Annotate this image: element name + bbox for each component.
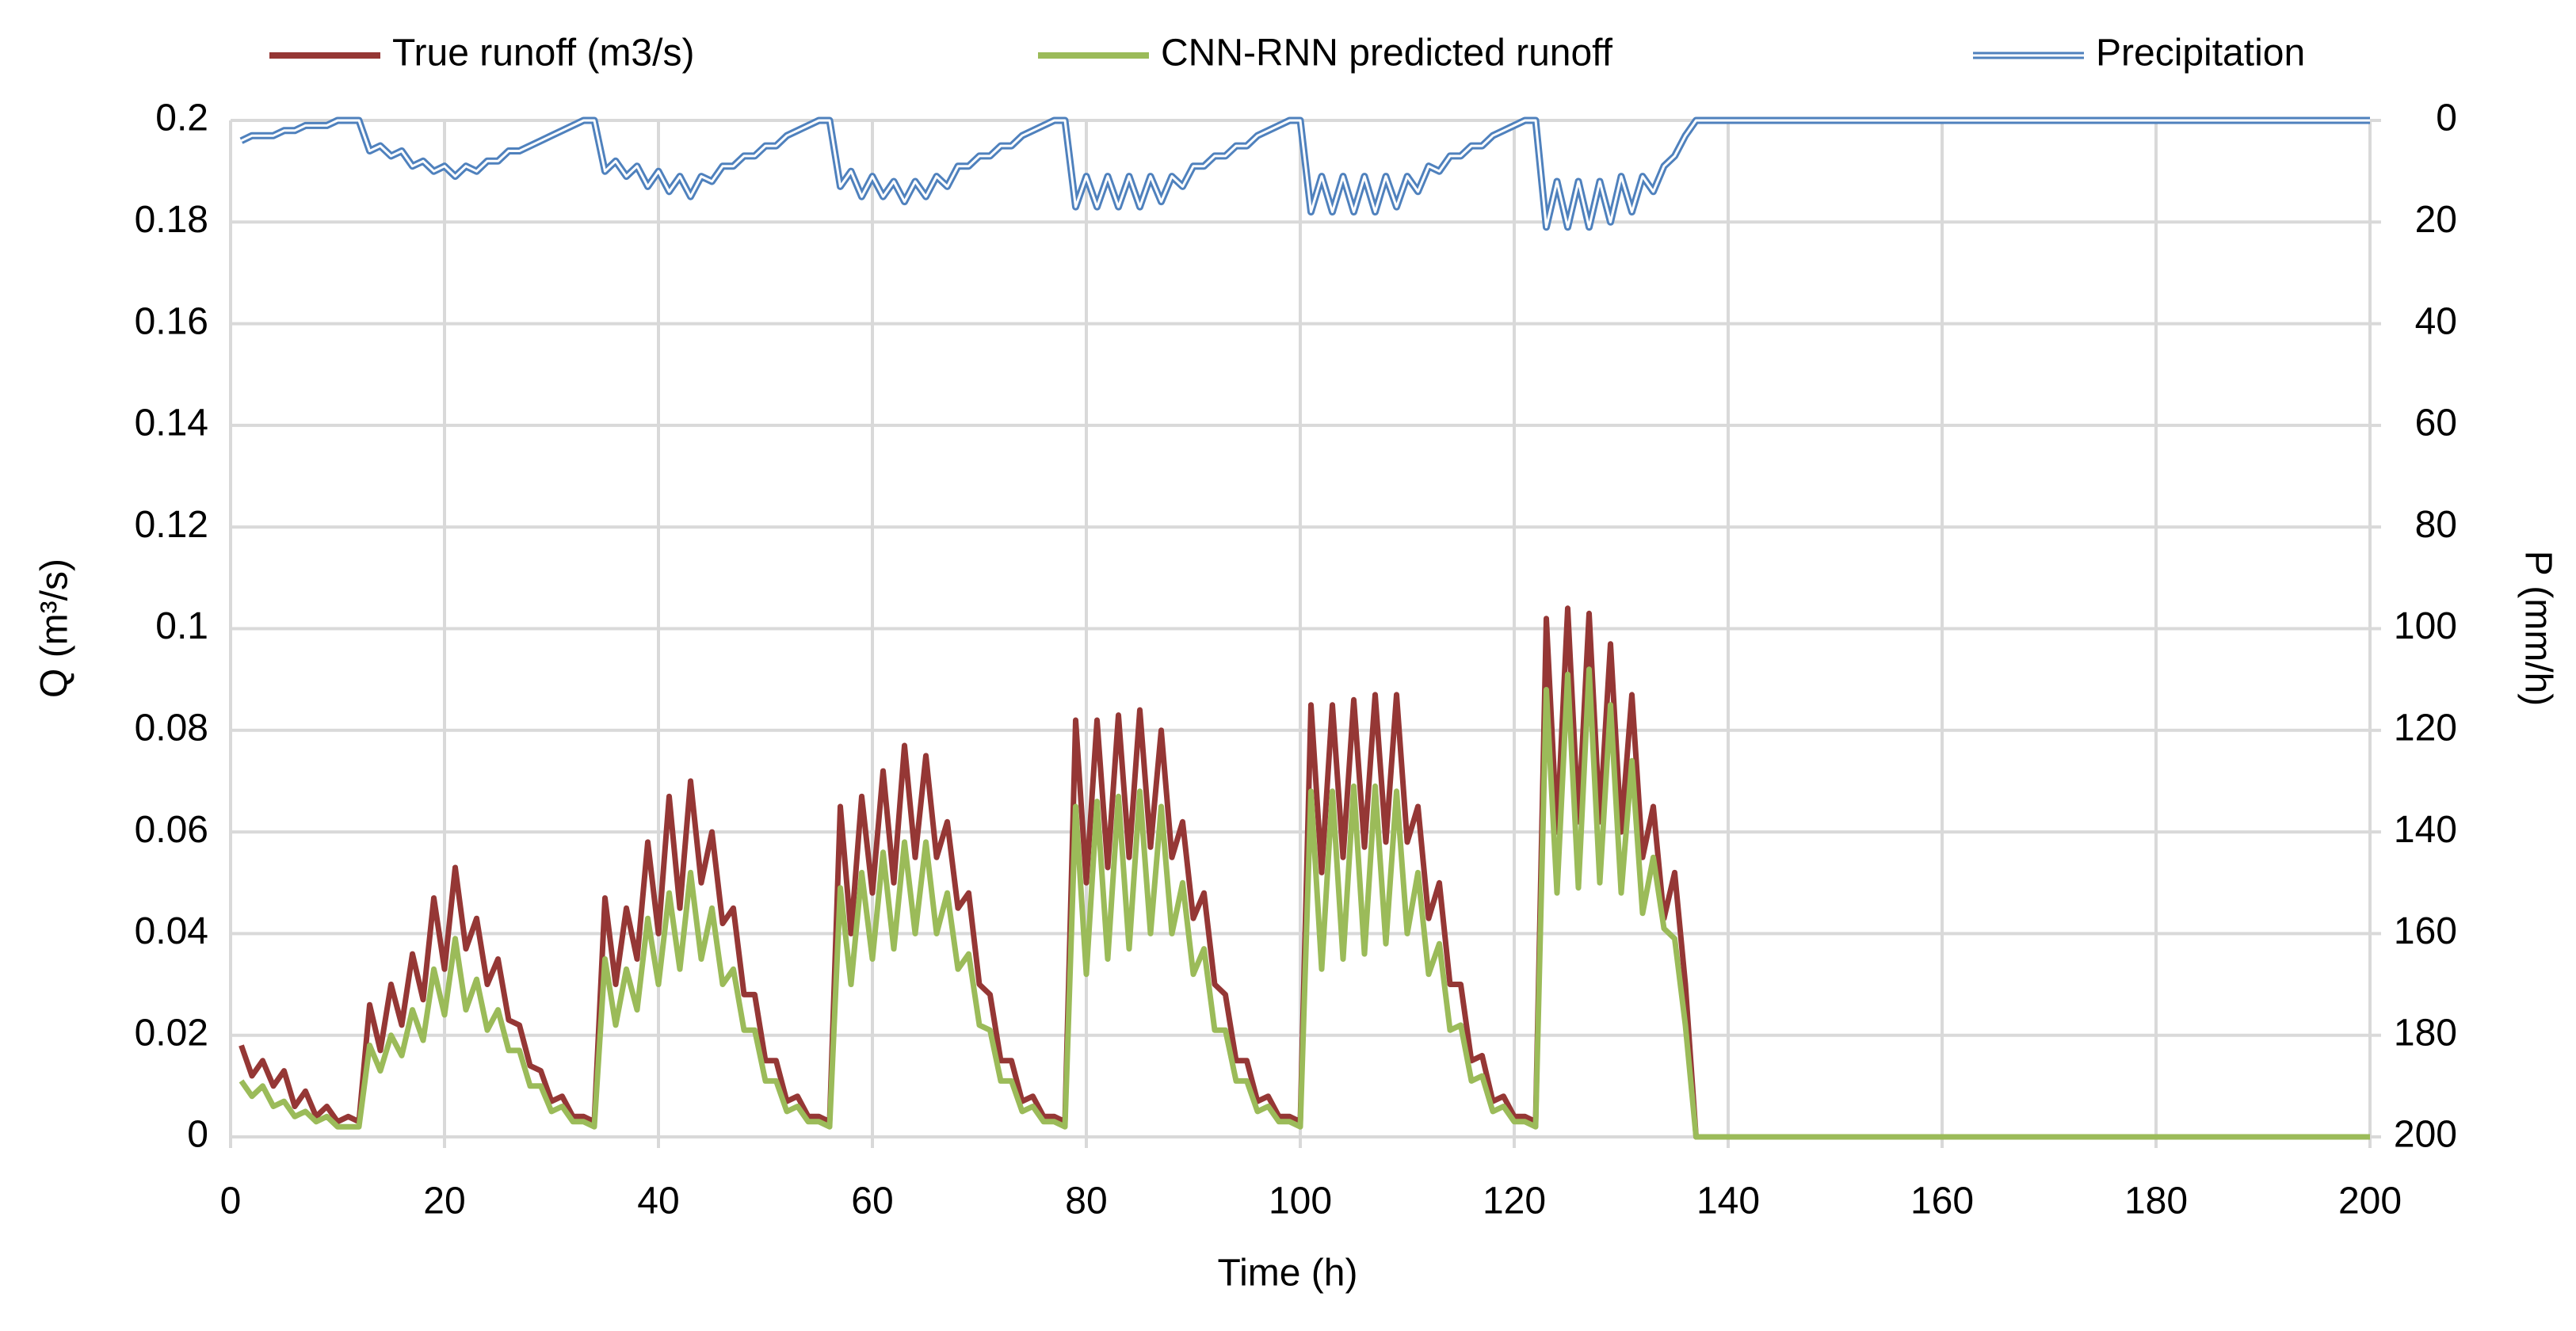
- y2-tick-label: 40: [2415, 300, 2457, 342]
- legend-label: True runoff (m3/s): [392, 32, 694, 74]
- x-tick-label: 40: [637, 1180, 679, 1222]
- y2-tick-label: 0: [2436, 97, 2457, 139]
- y2-tick-label: 80: [2415, 504, 2457, 546]
- x-tick-label: 180: [2124, 1180, 2188, 1222]
- y-tick-label: 0.14: [135, 402, 208, 444]
- x-axis-label: Time (h): [1218, 1253, 1358, 1295]
- series-line-inner: [240, 119, 2370, 229]
- y-tick-label: 0.2: [155, 97, 208, 139]
- x-tick-label: 200: [2338, 1180, 2402, 1222]
- y-tick-label: 0.06: [135, 809, 208, 851]
- y-axis-label: Q (m³/s): [34, 559, 76, 698]
- y-tick-label: 0.08: [135, 707, 208, 749]
- x-tick-label: 120: [1483, 1180, 1546, 1222]
- x-tick-label: 80: [1065, 1180, 1107, 1222]
- y2-tick-label: 160: [2394, 910, 2457, 952]
- x-tick-label: 0: [220, 1180, 242, 1222]
- x-tick-label: 160: [1910, 1180, 1974, 1222]
- legend-label: Precipitation: [2096, 32, 2305, 74]
- y-tick-label: 0.1: [155, 605, 208, 647]
- y2-tick-label: 100: [2394, 605, 2457, 647]
- y-tick-label: 0: [187, 1114, 208, 1156]
- y-tick-label: 0.16: [135, 300, 208, 342]
- series-line: [239, 666, 2370, 1140]
- y2-tick-label: 20: [2415, 199, 2457, 241]
- series-line: [239, 605, 2370, 1140]
- x-tick-label: 140: [1696, 1180, 1760, 1222]
- y2-tick-label: 120: [2394, 707, 2457, 749]
- x-tick-label: 20: [423, 1180, 465, 1222]
- y2-tick-label: 200: [2394, 1114, 2457, 1156]
- x-tick-label: 60: [851, 1180, 893, 1222]
- y2-tick-label: 60: [2415, 402, 2457, 444]
- x-tick-label: 100: [1269, 1180, 1332, 1222]
- y2-axis-label: P (mm/h): [2517, 551, 2559, 706]
- y-tick-label: 0.04: [135, 910, 208, 952]
- y-tick-label: 0.18: [135, 199, 208, 241]
- y-tick-label: 0.02: [135, 1012, 208, 1054]
- y-tick-label: 0.12: [135, 504, 208, 546]
- y2-tick-label: 140: [2394, 809, 2457, 851]
- y2-tick-label: 180: [2394, 1012, 2457, 1054]
- legend-label: CNN-RNN predicted runoff: [1161, 32, 1613, 74]
